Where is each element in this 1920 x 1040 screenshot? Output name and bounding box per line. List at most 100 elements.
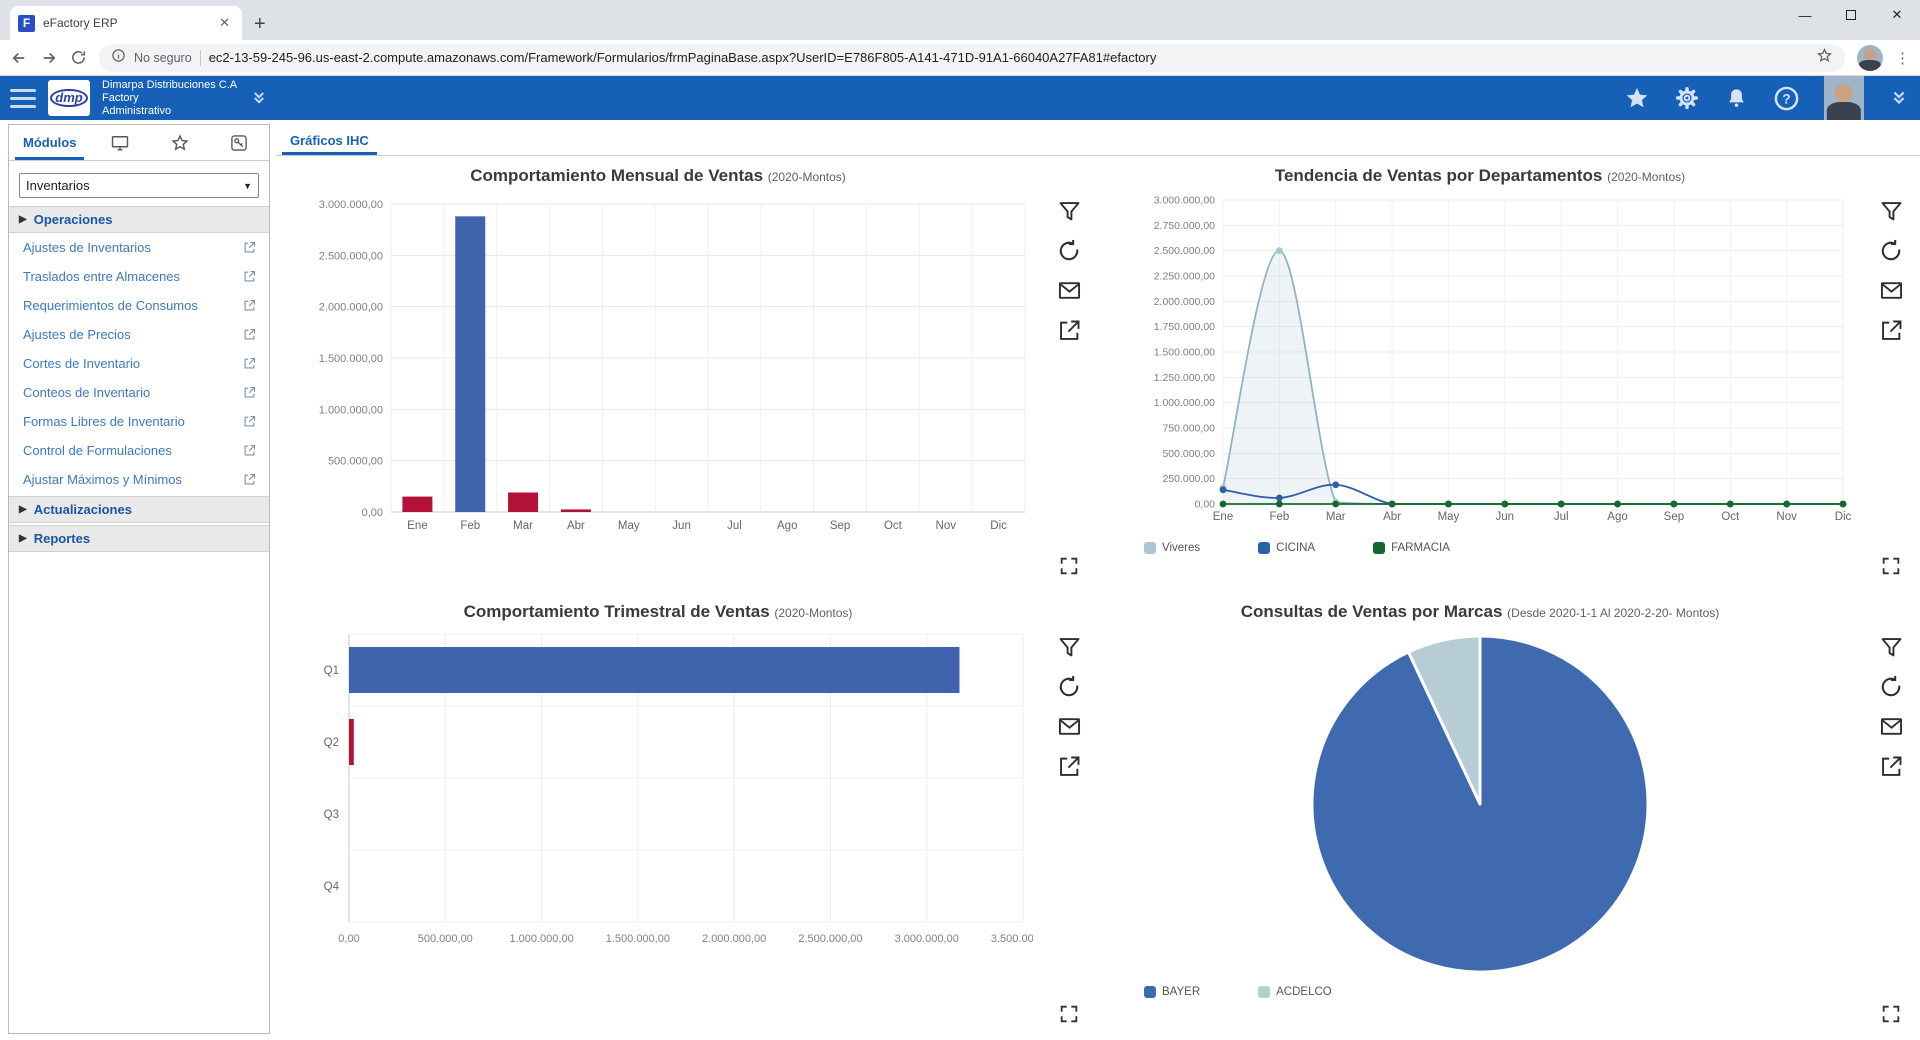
mail-icon[interactable] [1056,713,1083,740]
sidebar-item[interactable]: Requerimientos de Consumos [9,291,269,320]
sidebar-section-0[interactable]: ▶ Operaciones [9,206,269,233]
maximize-button[interactable] [1828,0,1874,30]
svg-text:Jul: Jul [1554,511,1569,523]
favorites-star-icon[interactable] [1624,85,1650,111]
fullscreen-icon[interactable] [1058,555,1080,582]
fullscreen-icon[interactable] [1880,555,1902,582]
profile-name: Administrativo [102,104,172,117]
dashboard-grid: Comportamiento Mensual de Ventas (2020-M… [276,156,1920,1040]
info-icon[interactable] [111,48,126,68]
browser-menu-icon[interactable]: ⋮ [1895,49,1910,67]
refresh-icon[interactable] [1056,674,1082,700]
external-link-icon[interactable] [1056,317,1083,344]
fullscreen-icon[interactable] [1058,1003,1080,1030]
new-tab-button[interactable]: + [254,13,266,35]
key-icon[interactable] [209,133,269,153]
sidebar-item[interactable]: Cortes de Inventario [9,349,269,378]
legend-item[interactable]: Viveres [1144,542,1200,554]
mail-icon[interactable] [1878,277,1905,304]
svg-text:0,00: 0,00 [1195,499,1216,511]
fullscreen-icon[interactable] [1880,1003,1902,1030]
menu-hamburger-icon[interactable] [10,88,36,108]
filter-icon[interactable] [1056,198,1083,225]
header-collapse-chevron-icon[interactable] [1888,87,1910,109]
tab-modulos[interactable]: Módulos [9,125,90,160]
sidebar-item[interactable]: Ajustar Máximos y Mínimos [9,465,269,494]
browser-tab[interactable]: F eFactory ERP ✕ [10,6,242,40]
sidebar-section-2[interactable]: ▶ Reportes [9,525,269,552]
external-link-icon[interactable] [1878,317,1905,344]
svg-text:Q1: Q1 [324,665,339,677]
favorites-tab-star-icon[interactable] [150,133,210,153]
browser-profile-avatar[interactable] [1857,44,1883,71]
modules-sidebar: Módulos Inventarios ▼ ▶ Operaciones Ajuste… [0,120,270,1040]
main-content: Gráficos IHC Comportamiento Mensual de V… [270,120,1920,1040]
logo-text: dmp [50,89,88,107]
module-select-value: Inventarios [26,178,90,193]
back-icon[interactable] [10,49,28,67]
company-chevron-icon[interactable] [249,88,269,108]
sidebar-section-1[interactable]: ▶ Actualizaciones [9,496,269,523]
open-window-icon[interactable] [242,443,257,458]
svg-text:3.000.000,00: 3.000.000,00 [1154,195,1215,207]
reload-icon[interactable] [70,49,87,66]
mail-icon[interactable] [1878,713,1905,740]
refresh-icon[interactable] [1056,238,1082,264]
svg-text:2.000.000,00: 2.000.000,00 [702,933,766,945]
svg-text:Dic: Dic [1835,511,1852,523]
refresh-icon[interactable] [1878,674,1904,700]
legend-item[interactable]: ACDELCO [1258,986,1332,998]
svg-text:Oct: Oct [1721,511,1740,523]
help-icon[interactable]: ? [1773,85,1800,112]
line-chart-legend: Viveres CICINA FARMACIA [1098,542,1450,554]
open-window-icon[interactable] [242,298,257,313]
open-window-icon[interactable] [242,356,257,371]
quadrant-brand-sales: Consultas de Ventas por Marcas (Desde 20… [1098,592,1920,1040]
open-window-icon[interactable] [242,240,257,255]
legend-item[interactable]: FARMACIA [1373,542,1450,554]
sidebar-item[interactable]: Formas Libres de Inventario [9,407,269,436]
close-button[interactable]: ✕ [1891,7,1903,22]
svg-text:Sep: Sep [1664,511,1684,523]
external-link-icon[interactable] [1878,753,1905,780]
svg-text:3.000.000,00: 3.000.000,00 [319,199,383,211]
open-window-icon[interactable] [242,269,257,284]
chart-title: Comportamiento Trimestral de Ventas (202… [463,602,853,621]
monitor-icon[interactable] [90,133,150,153]
tab-graficos-ihc[interactable]: Gráficos IHC [276,125,383,155]
svg-text:1.250.000,00: 1.250.000,00 [1154,372,1215,384]
sidebar-item[interactable]: Ajustes de Precios [9,320,269,349]
notifications-bell-icon[interactable] [1724,86,1749,111]
svg-text:2.500.000,00: 2.500.000,00 [319,250,383,262]
svg-text:Q4: Q4 [324,881,340,893]
tab-title: eFactory ERP [43,16,118,30]
minimize-button[interactable]: — [1798,7,1812,23]
address-bar[interactable]: No seguro ec2-13-59-245-96.us-east-2.com… [99,43,1845,72]
open-window-icon[interactable] [242,414,257,429]
open-window-icon[interactable] [242,327,257,342]
sidebar-item[interactable]: Control de Formulaciones [9,436,269,465]
mail-icon[interactable] [1056,277,1083,304]
forward-icon[interactable] [40,49,58,67]
legend-item[interactable]: CICINA [1258,542,1315,554]
bookmark-star-icon[interactable] [1816,47,1833,69]
open-window-icon[interactable] [242,385,257,400]
department-trend-line-chart: 0,00 250.000,00 500.000,00 750.000,00 1.000.… [1154,195,1852,524]
external-link-icon[interactable] [1056,753,1083,780]
svg-text:Oct: Oct [884,520,903,532]
select-caret-icon: ▼ [243,180,252,191]
sidebar-item[interactable]: Ajustes de Inventarios [9,233,269,262]
svg-text:1.500.000,00: 1.500.000,00 [606,933,670,945]
sidebar-item[interactable]: Traslados entre Almacenes [9,262,269,291]
filter-icon[interactable] [1878,634,1905,661]
refresh-icon[interactable] [1878,238,1904,264]
tab-close-icon[interactable]: ✕ [219,15,230,30]
settings-gear-icon[interactable] [1674,85,1700,111]
legend-item[interactable]: BAYER [1144,986,1200,998]
module-select[interactable]: Inventarios ▼ [19,173,259,198]
open-window-icon[interactable] [242,472,257,487]
filter-icon[interactable] [1056,634,1083,661]
user-avatar[interactable] [1824,76,1864,120]
filter-icon[interactable] [1878,198,1905,225]
sidebar-item[interactable]: Conteos de Inventario [9,378,269,407]
